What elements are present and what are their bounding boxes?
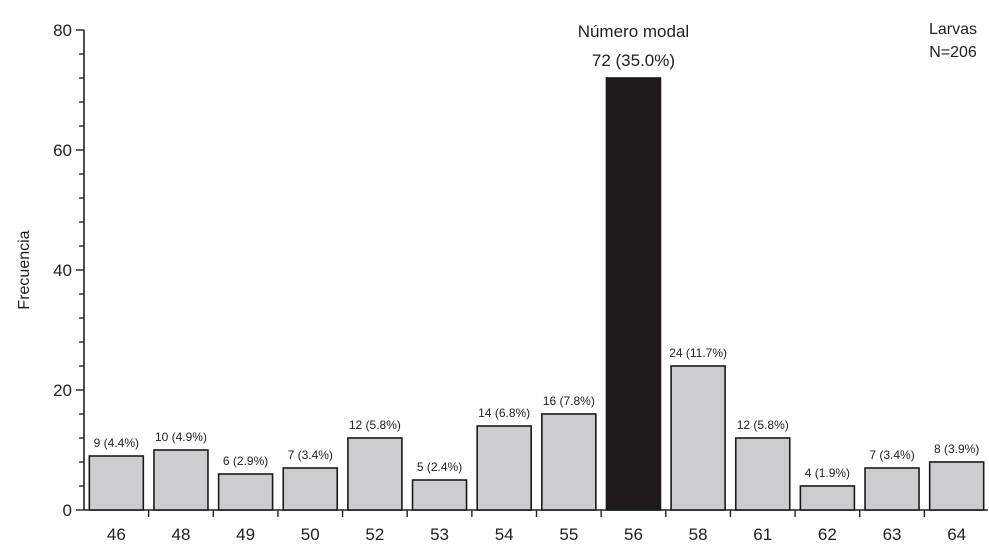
x-tick-label: 52 (365, 525, 384, 544)
x-tick-label: 48 (172, 525, 191, 544)
bar (282, 467, 339, 511)
x-tick-label: 62 (818, 525, 837, 544)
bar (347, 437, 403, 511)
data-label: 12 (5.8%) (349, 418, 401, 432)
legend-sample-size: N=206 (929, 44, 977, 61)
bar (476, 425, 532, 511)
bar (799, 485, 856, 511)
x-tick-label: 56 (624, 525, 643, 544)
x-tick-label: 55 (559, 525, 578, 544)
data-label: 10 (4.9%) (155, 430, 207, 444)
x-tick-label: 63 (883, 525, 902, 544)
data-label: 16 (7.8%) (543, 394, 595, 408)
data-label: 9 (4.4%) (94, 436, 139, 450)
data-label: 5 (2.4%) (417, 460, 462, 474)
bar (217, 473, 274, 511)
y-axis-title: Frecuencia (16, 230, 33, 309)
x-tick-label: 46 (107, 525, 126, 544)
data-label: 7 (3.4%) (869, 448, 914, 462)
data-label: 24 (11.7%) (669, 346, 727, 360)
data-label: 8 (3.9%) (934, 442, 979, 456)
bar (153, 449, 209, 511)
data-label: 14 (6.8%) (478, 406, 530, 420)
modal-data-label: 72 (35.0%) (592, 51, 675, 70)
data-label: 12 (5.8%) (737, 418, 789, 432)
y-tick-label: 20 (53, 381, 72, 400)
y-tick-label: 80 (53, 21, 72, 40)
bar (734, 437, 791, 511)
bars (88, 77, 985, 511)
bar (928, 461, 985, 511)
bar (88, 455, 145, 511)
y-tick-label: 0 (63, 501, 72, 520)
x-tick-label: 58 (689, 525, 708, 544)
data-label: 4 (1.9%) (805, 466, 850, 480)
y-tick-label: 40 (53, 261, 72, 280)
x-axis: 46 48 49 50 52 53 54 55 56 58 61 62 63 64 (84, 509, 988, 544)
legend-larvas: Larvas (929, 21, 977, 38)
y-tick-label: 60 (53, 141, 72, 160)
bar (864, 467, 920, 511)
x-tick-label: 50 (301, 525, 320, 544)
bar (541, 413, 597, 511)
bar (411, 479, 468, 511)
bar (670, 365, 726, 511)
x-tick-label: 49 (236, 525, 255, 544)
data-label: 7 (3.4%) (288, 448, 333, 462)
x-tick-label: 64 (947, 525, 966, 544)
modal-annotation-title: Número modal (578, 22, 690, 41)
data-label: 6 (2.9%) (223, 454, 268, 468)
x-tick-label: 53 (430, 525, 449, 544)
bar-modal (605, 77, 662, 511)
x-tick-label: 61 (753, 525, 772, 544)
data-labels: 9 (4.4%) 10 (4.9%) 6 (2.9%) 7 (3.4%) 12 (5.8… (94, 51, 980, 480)
x-tick-label: 54 (495, 525, 514, 544)
y-axis: 0 20 40 60 80 (53, 21, 85, 520)
